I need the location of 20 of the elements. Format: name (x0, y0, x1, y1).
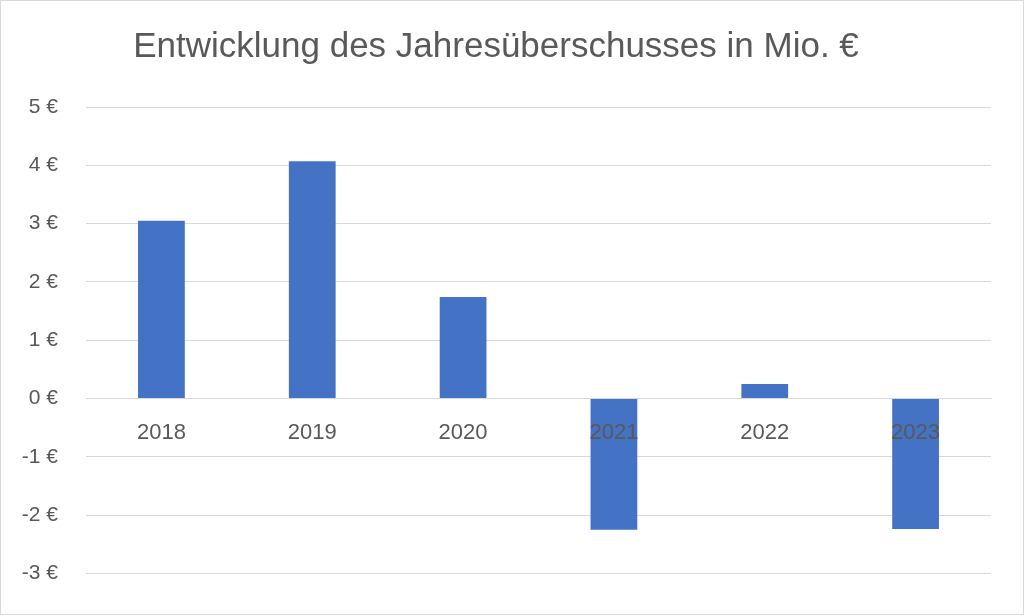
y-tick-label: 4 € (28, 152, 59, 176)
x-tick-label: 2018 (136, 418, 186, 444)
bar (741, 383, 789, 398)
y-tick-label: 1 € (28, 327, 59, 350)
bar (288, 161, 336, 398)
x-tick-label: 2023 (891, 418, 941, 444)
chart-title: Entwicklung des Jahresüberschusses in Mio. € (133, 24, 859, 64)
x-tick-label: 2019 (287, 418, 337, 444)
x-tick-label: 2022 (740, 418, 790, 444)
y-tick-label: -1 € (21, 443, 59, 467)
y-tick-label: 2 € (28, 268, 59, 292)
y-tick-label: 0 € (28, 385, 59, 409)
y-tick-label: 5 € (28, 93, 59, 117)
y-tick-label: -3 € (21, 560, 59, 584)
y-tick-label: 3 € (28, 210, 59, 234)
y-tick-label: -2 € (21, 501, 59, 525)
bar (439, 297, 487, 398)
bar (138, 220, 185, 398)
bar (892, 399, 939, 530)
x-tick-label: 2020 (438, 418, 488, 444)
